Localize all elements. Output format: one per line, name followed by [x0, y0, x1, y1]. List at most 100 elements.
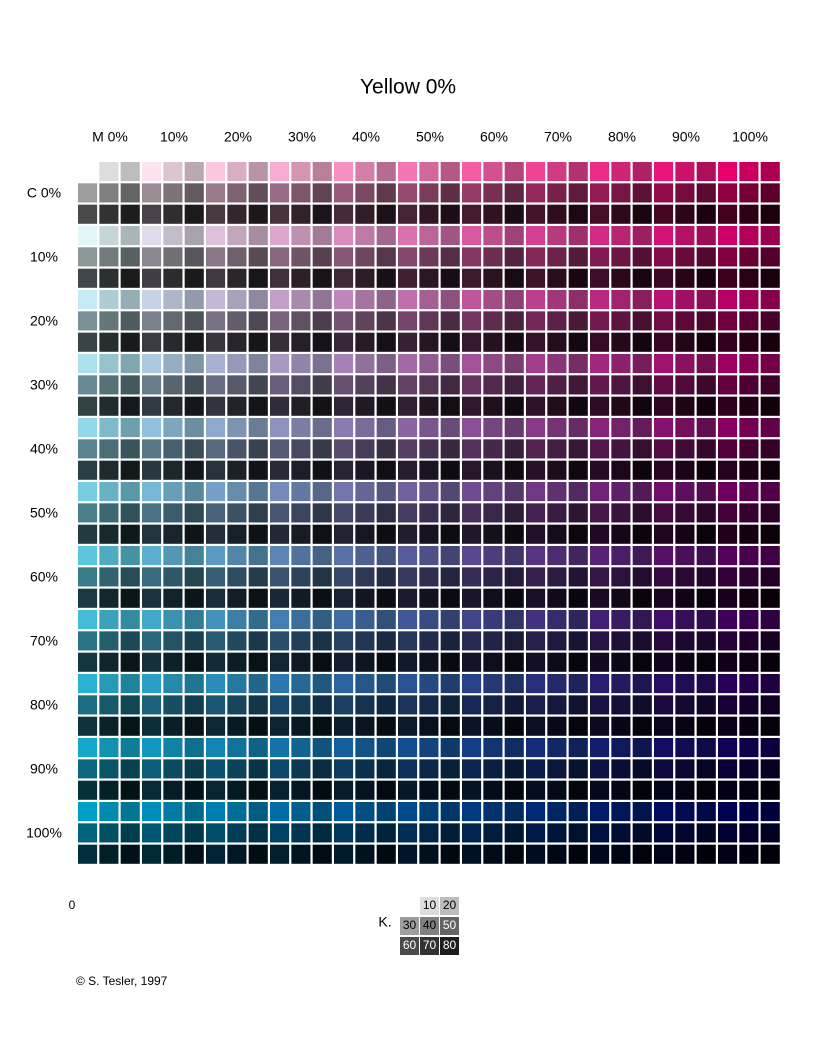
swatch [184, 524, 204, 544]
swatch [376, 247, 396, 267]
swatch [739, 418, 759, 438]
swatch [568, 588, 588, 608]
swatch [312, 695, 332, 715]
swatch [632, 418, 652, 438]
swatch [654, 332, 674, 352]
swatch [760, 439, 780, 459]
swatch [696, 780, 716, 800]
swatch [590, 482, 610, 502]
swatch [696, 332, 716, 352]
swatch [184, 695, 204, 715]
swatch [739, 823, 759, 843]
swatch [760, 802, 780, 822]
swatch [696, 226, 716, 246]
swatch [526, 716, 546, 736]
swatch [675, 311, 695, 331]
swatch [270, 759, 290, 779]
swatch [462, 716, 482, 736]
swatch [547, 183, 567, 203]
swatch [184, 738, 204, 758]
swatch [696, 354, 716, 374]
swatch [142, 610, 162, 630]
swatch [632, 162, 652, 182]
swatch [270, 546, 290, 566]
swatch [419, 396, 439, 416]
swatch [334, 802, 354, 822]
swatch [334, 567, 354, 587]
swatch [654, 716, 674, 736]
swatch [504, 738, 524, 758]
swatch [526, 375, 546, 395]
swatch [739, 695, 759, 715]
swatch [654, 482, 674, 502]
swatch [611, 375, 631, 395]
swatch [718, 460, 738, 480]
swatch [142, 396, 162, 416]
swatch [163, 631, 183, 651]
swatch [483, 183, 503, 203]
swatch [718, 439, 738, 459]
swatch [718, 674, 738, 694]
swatch [227, 674, 247, 694]
swatch [227, 738, 247, 758]
swatch [334, 759, 354, 779]
swatch [270, 183, 290, 203]
swatch [483, 716, 503, 736]
copyright: © S. Tesler, 1997 [76, 974, 168, 988]
swatch [355, 439, 375, 459]
swatch [355, 652, 375, 672]
swatch [611, 204, 631, 224]
swatch [675, 631, 695, 651]
swatch [355, 290, 375, 310]
swatch [334, 332, 354, 352]
swatch [163, 759, 183, 779]
swatch [462, 354, 482, 374]
swatch [504, 226, 524, 246]
swatch [78, 375, 98, 395]
swatch [760, 204, 780, 224]
swatch [419, 460, 439, 480]
swatch [99, 503, 119, 523]
swatch [120, 567, 140, 587]
swatch [419, 268, 439, 288]
swatch [547, 610, 567, 630]
swatch [99, 396, 119, 416]
swatch [398, 844, 418, 864]
swatch [227, 375, 247, 395]
swatch [142, 354, 162, 374]
swatch [120, 204, 140, 224]
swatch [504, 631, 524, 651]
swatch [504, 482, 524, 502]
swatch [206, 247, 226, 267]
swatch [163, 695, 183, 715]
magenta-label: 20% [224, 129, 252, 145]
swatch [291, 738, 311, 758]
swatch [739, 354, 759, 374]
swatch [248, 610, 268, 630]
k-legend-swatch [420, 937, 439, 955]
swatch [483, 759, 503, 779]
swatch [376, 738, 396, 758]
swatch [739, 183, 759, 203]
swatch [120, 482, 140, 502]
swatch [632, 524, 652, 544]
swatch [568, 503, 588, 523]
swatch [611, 268, 631, 288]
swatch [78, 460, 98, 480]
swatch [99, 332, 119, 352]
magenta-label: 40% [352, 129, 380, 145]
swatch [440, 162, 460, 182]
swatch [547, 204, 567, 224]
swatch [291, 567, 311, 587]
swatch [611, 503, 631, 523]
swatch [184, 844, 204, 864]
swatch [120, 546, 140, 566]
swatch [120, 439, 140, 459]
swatch [334, 439, 354, 459]
swatch [462, 524, 482, 544]
cyan-label: 30% [30, 377, 58, 393]
swatch [718, 162, 738, 182]
swatch [440, 503, 460, 523]
swatch [483, 844, 503, 864]
swatch [611, 780, 631, 800]
